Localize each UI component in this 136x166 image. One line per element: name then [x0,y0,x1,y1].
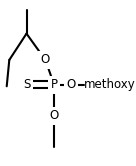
Text: O: O [49,109,59,122]
Text: S: S [23,78,30,91]
Text: O: O [67,78,76,91]
Text: methoxy: methoxy [84,78,136,91]
Text: O: O [41,53,50,66]
Text: P: P [51,78,58,91]
